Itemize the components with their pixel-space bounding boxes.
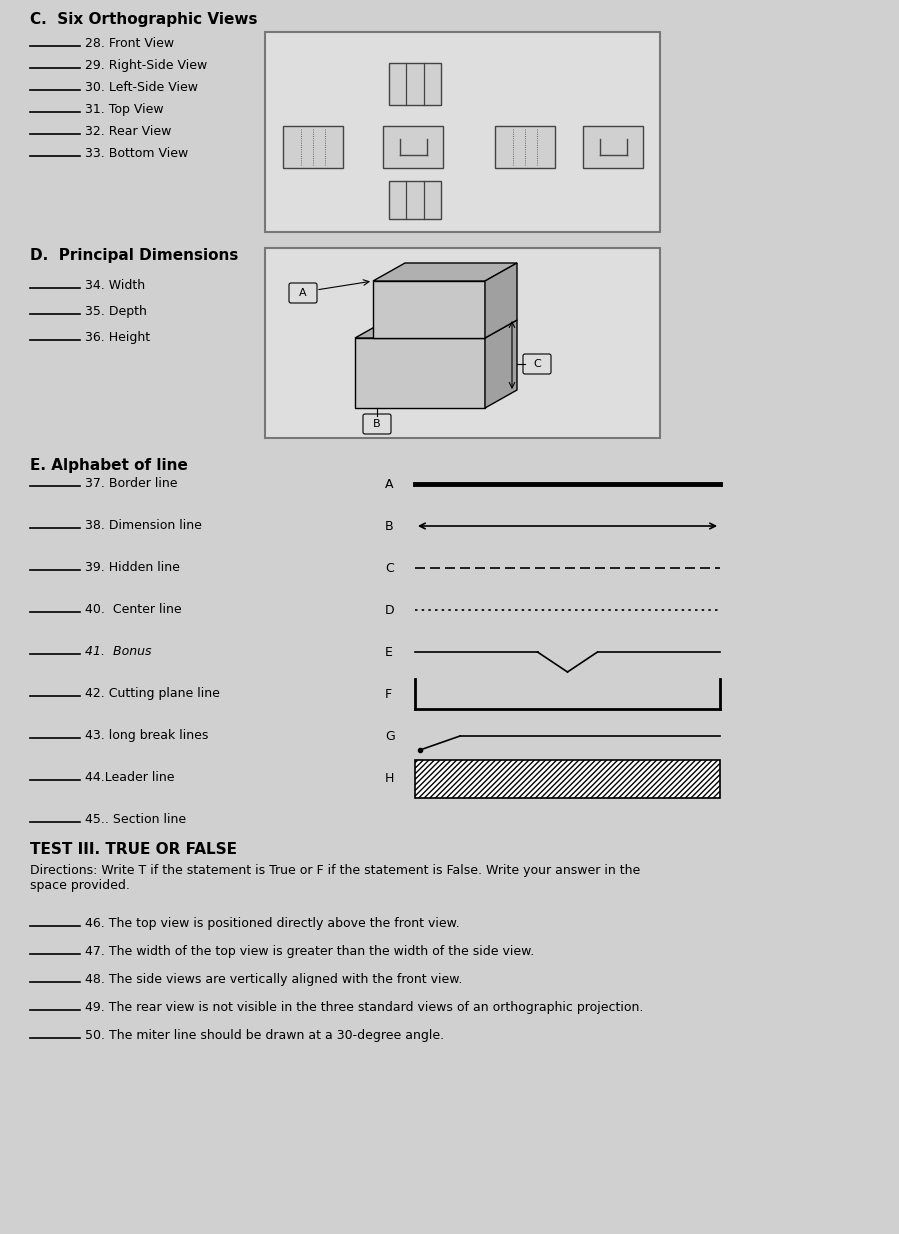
Text: 29. Right-Side View: 29. Right-Side View	[85, 59, 208, 72]
Text: D: D	[385, 603, 395, 617]
Text: A: A	[299, 288, 307, 297]
Text: 35. Depth: 35. Depth	[85, 305, 147, 318]
Text: 42. Cutting plane line: 42. Cutting plane line	[85, 687, 220, 700]
Text: 38. Dimension line: 38. Dimension line	[85, 520, 202, 532]
Text: Directions: Write T if the statement is True or F if the statement is False. Wri: Directions: Write T if the statement is …	[30, 864, 640, 892]
Polygon shape	[355, 320, 517, 338]
Text: E. Alphabet of line: E. Alphabet of line	[30, 458, 188, 473]
Text: 48. The side views are vertically aligned with the front view.: 48. The side views are vertically aligne…	[85, 972, 462, 986]
Text: 40.  Center line: 40. Center line	[85, 603, 182, 616]
Text: TEST III. TRUE OR FALSE: TEST III. TRUE OR FALSE	[30, 842, 237, 856]
Text: C: C	[533, 359, 541, 369]
Bar	[389, 181, 441, 218]
Text: G: G	[385, 729, 395, 743]
Bar	[283, 126, 343, 168]
Polygon shape	[373, 263, 517, 281]
Bar	[495, 126, 555, 168]
Text: 28. Front View: 28. Front View	[85, 37, 174, 51]
Text: C: C	[385, 561, 394, 575]
Text: H: H	[385, 771, 395, 785]
Text: 36. Height: 36. Height	[85, 331, 150, 344]
Text: 34. Width: 34. Width	[85, 279, 145, 292]
Text: 46. The top view is positioned directly above the front view.: 46. The top view is positioned directly …	[85, 917, 459, 930]
FancyBboxPatch shape	[289, 283, 317, 304]
Polygon shape	[355, 338, 485, 408]
Text: A: A	[385, 478, 394, 490]
Text: 49. The rear view is not visible in the three standard views of an orthographic : 49. The rear view is not visible in the …	[85, 1001, 644, 1014]
Text: 32. Rear View: 32. Rear View	[85, 125, 172, 138]
Polygon shape	[485, 320, 517, 408]
Text: C.  Six Orthographic Views: C. Six Orthographic Views	[30, 12, 257, 27]
Text: E: E	[385, 645, 393, 659]
Text: 50. The miter line should be drawn at a 30-degree angle.: 50. The miter line should be drawn at a …	[85, 1029, 444, 1041]
Text: 37. Border line: 37. Border line	[85, 478, 177, 490]
Bar	[265, 32, 660, 232]
Text: F: F	[385, 687, 392, 701]
Text: D.  Principal Dimensions: D. Principal Dimensions	[30, 248, 238, 263]
Text: B: B	[373, 420, 381, 429]
Bar	[415, 760, 720, 798]
Text: 33. Bottom View: 33. Bottom View	[85, 147, 188, 160]
Bar	[383, 126, 443, 168]
FancyBboxPatch shape	[523, 354, 551, 374]
Bar	[265, 248, 660, 438]
FancyBboxPatch shape	[363, 413, 391, 434]
Polygon shape	[373, 281, 485, 338]
Text: 30. Left-Side View: 30. Left-Side View	[85, 81, 198, 94]
Text: 44.Leader line: 44.Leader line	[85, 771, 174, 784]
Text: 39. Hidden line: 39. Hidden line	[85, 561, 180, 574]
Bar	[583, 126, 643, 168]
Text: B: B	[385, 520, 394, 533]
Text: 31. Top View: 31. Top View	[85, 102, 164, 116]
Text: 45.. Section line: 45.. Section line	[85, 813, 186, 826]
Text: 43. long break lines: 43. long break lines	[85, 729, 209, 742]
Bar	[389, 63, 441, 105]
Text: 47. The width of the top view is greater than the width of the side view.: 47. The width of the top view is greater…	[85, 945, 534, 958]
Text: 41.  Bonus: 41. Bonus	[85, 645, 152, 658]
Polygon shape	[485, 263, 517, 338]
